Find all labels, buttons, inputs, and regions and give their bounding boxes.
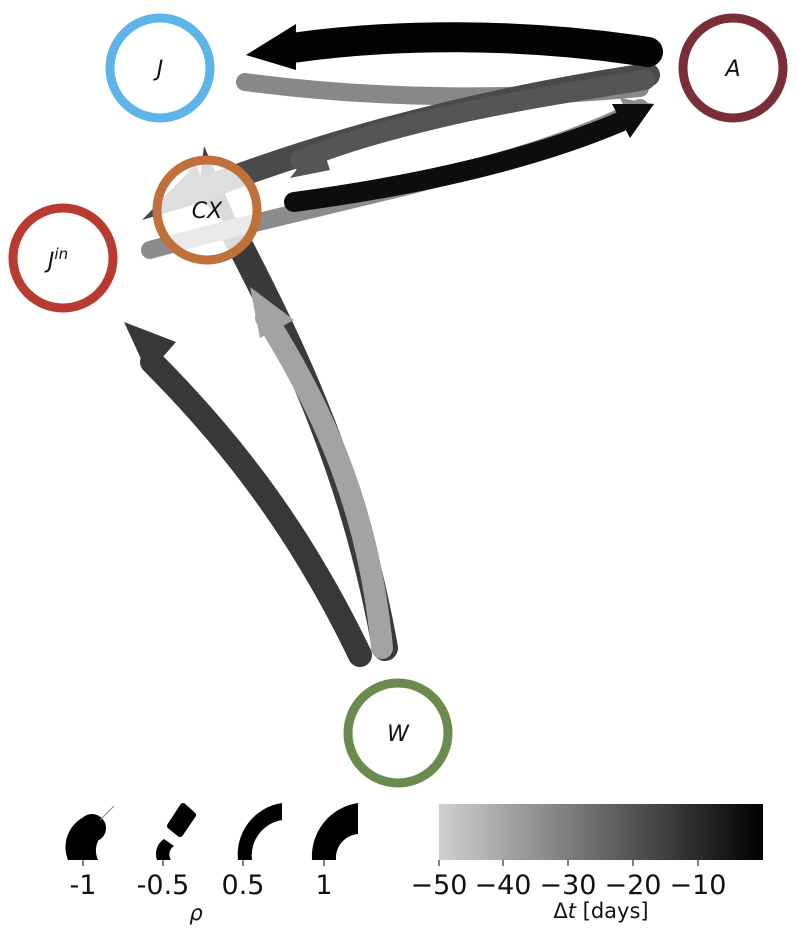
node-label-jin: Jin — [44, 245, 68, 274]
node-circle-w — [343, 678, 453, 788]
arrowhead-w-to-jin — [124, 322, 176, 374]
arrowhead-cx-to-a — [612, 104, 654, 138]
colorbar-tick-label: −40 — [475, 870, 532, 901]
colorbar-gradient — [439, 804, 763, 860]
colorbar-label: Δt [days] — [553, 899, 648, 923]
edges-layer — [124, 22, 663, 667]
edge-w-to-jin — [140, 350, 372, 667]
node-w: W — [343, 678, 453, 788]
rho-legend: -1 -0.5 0.5 1 ρ — [65, 803, 358, 925]
arrowhead-a-to-j — [246, 24, 296, 70]
dt-colorbar: −50 −40 −30 −20 −10 Δt [days] — [411, 804, 763, 923]
colorbar-tick-label: −30 — [540, 870, 597, 901]
rho-swatch-1 — [311, 803, 358, 860]
node-j: J — [105, 13, 215, 123]
rho-tick-label: 0.5 — [222, 870, 265, 901]
node-label-a: A — [723, 57, 740, 82]
edge-cx-to-a — [284, 112, 630, 212]
node-circle-cx — [152, 155, 262, 265]
colorbar-tick-label: −20 — [605, 870, 662, 901]
rho-legend-label: ρ — [189, 901, 203, 925]
node-circle-j — [105, 13, 215, 123]
node-cx: CX — [152, 155, 262, 265]
nodes-layer: J A CX Jin W — [8, 13, 788, 788]
node-circle-jin — [8, 203, 118, 313]
arrowhead-w-to-cx-light — [250, 287, 294, 338]
node-label-cx: CX — [192, 199, 223, 224]
node-label-j: J — [153, 57, 164, 82]
edge-a-to-j — [277, 22, 663, 67]
rho-swatch-0-5 — [237, 803, 282, 860]
node-circle-a — [678, 13, 788, 123]
edge-a-to-cx-2 — [290, 70, 655, 170]
rho-tick-label: -0.5 — [137, 870, 190, 901]
colorbar-tick-label: −50 — [411, 870, 468, 901]
node-jin: Jin — [8, 203, 118, 313]
arrowhead-a-to-cx-2 — [290, 140, 330, 178]
rho-swatch-minus-0-5 — [155, 803, 196, 860]
node-label-w: W — [387, 722, 410, 747]
node-a: A — [678, 13, 788, 123]
rho-tick-label: 1 — [315, 870, 332, 901]
rho-swatch-minus-1 — [65, 805, 115, 860]
edge-w-to-cx-light — [255, 307, 393, 659]
rho-tick-label: -1 — [70, 870, 97, 901]
colorbar-tick-label: −10 — [670, 870, 727, 901]
